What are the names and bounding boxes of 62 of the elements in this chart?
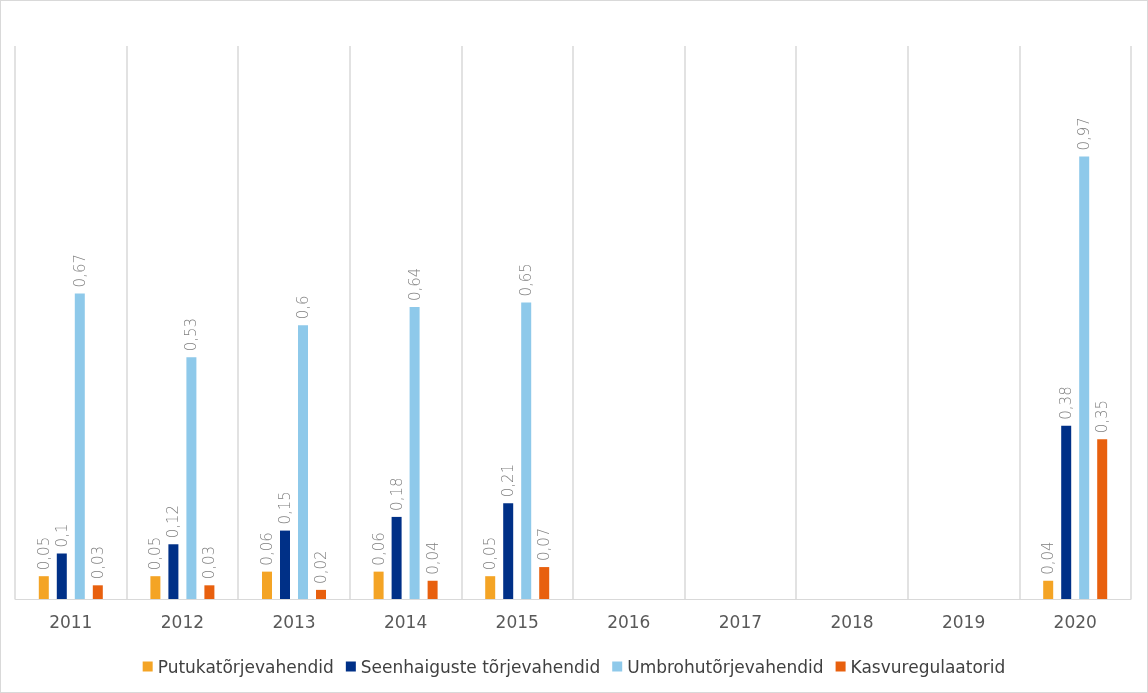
bar <box>92 585 103 599</box>
bar <box>1061 425 1072 599</box>
x-tick-label: 2012 <box>160 611 205 632</box>
x-tick-label: 2017 <box>718 611 763 632</box>
bar <box>503 503 514 599</box>
legend-label: Kasvuregulaatorid <box>850 656 1006 677</box>
x-tick-label: 2020 <box>1053 611 1097 632</box>
data-label: 0,06 <box>369 532 388 566</box>
data-label: 0,15 <box>276 491 294 525</box>
bar <box>186 357 197 599</box>
x-tick-label: 2018 <box>830 611 874 632</box>
data-label: 0,03 <box>88 545 107 580</box>
bar <box>1043 580 1054 599</box>
bar <box>56 553 67 599</box>
bar <box>521 302 532 599</box>
bar <box>409 307 420 599</box>
bar <box>150 576 161 599</box>
data-label: 0,21 <box>499 463 518 498</box>
data-label: 0,02 <box>312 550 330 584</box>
data-label: 0,05 <box>34 536 53 571</box>
data-label: 0,6 <box>294 295 312 320</box>
bar <box>38 576 49 599</box>
legend-label: Umbrohutõrjevahendid <box>627 656 824 677</box>
x-tick-label: 2014 <box>383 611 428 632</box>
bar <box>168 544 179 599</box>
x-tick-label: 2015 <box>495 611 539 632</box>
data-label: 0,97 <box>1075 117 1094 151</box>
bar <box>391 516 402 599</box>
legend-label: Seenhaiguste tõrjevahendid <box>360 656 601 677</box>
data-label: 0,07 <box>535 527 554 562</box>
data-label: 0,35 <box>1093 399 1112 434</box>
data-label: 0,53 <box>182 317 201 352</box>
data-label: 0,64 <box>405 267 424 302</box>
legend-label: Putukatõrjevahendid <box>157 656 334 677</box>
bar <box>373 571 384 599</box>
data-label: 0,38 <box>1057 386 1076 420</box>
bar <box>262 571 272 599</box>
bar <box>74 293 85 599</box>
data-label: 0,03 <box>200 545 219 580</box>
data-label: 0,1 <box>52 523 71 548</box>
bar <box>298 325 308 599</box>
data-label: 0,04 <box>1039 541 1058 575</box>
bar <box>427 580 438 599</box>
data-label: 0,06 <box>258 532 276 566</box>
data-label: 0,18 <box>387 477 406 511</box>
data-label: 0,65 <box>517 263 536 297</box>
data-label: 0,05 <box>146 536 165 571</box>
x-tick-label: 2013 <box>272 611 316 632</box>
x-tick-label: 2016 <box>607 611 651 632</box>
data-label: 0,04 <box>423 541 442 575</box>
bar <box>280 530 290 599</box>
bar <box>204 585 215 599</box>
bar <box>1079 156 1090 599</box>
bar <box>316 589 326 599</box>
data-label: 0,67 <box>70 254 89 288</box>
data-label: 0,05 <box>481 536 500 571</box>
bar <box>485 576 496 599</box>
bar <box>539 567 550 599</box>
bar <box>1097 439 1108 599</box>
data-label: 0,12 <box>164 504 183 539</box>
x-tick-label: 2011 <box>49 611 93 632</box>
x-tick-label: 2019 <box>941 611 986 632</box>
